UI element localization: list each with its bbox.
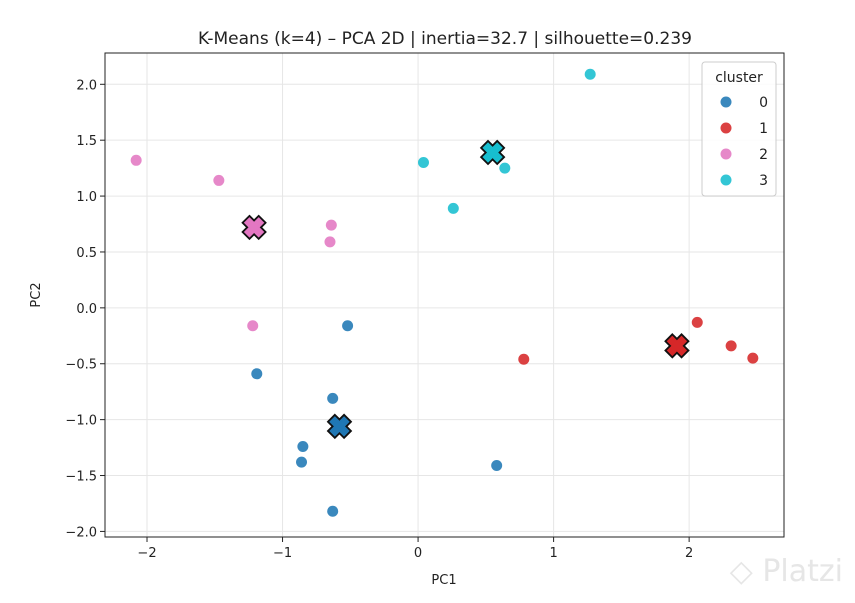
- data-point-cluster-1: [691, 316, 703, 328]
- y-axis-label: PC2: [29, 282, 44, 307]
- chart-title: K-Means (k=4) – PCA 2D | inertia=32.7 | …: [198, 29, 692, 49]
- centroid-marker-cluster-0: [326, 413, 353, 440]
- data-point-cluster-2: [325, 219, 337, 231]
- data-point-cluster-2: [324, 236, 336, 248]
- legend-label-0: 0: [759, 95, 768, 111]
- data-point-cluster-3: [417, 157, 429, 169]
- data-point-cluster-1: [725, 340, 737, 352]
- data-point-cluster-0: [327, 392, 339, 404]
- data-point-cluster-2: [213, 174, 225, 186]
- y-tick-label: −1.0: [65, 414, 97, 429]
- data-point-cluster-3: [447, 202, 459, 214]
- legend-marker-3: [720, 174, 732, 186]
- plot-frame: [104, 52, 785, 538]
- legend-label-3: 3: [759, 173, 768, 189]
- centroid-marker-cluster-1: [664, 333, 690, 359]
- centroid-marker-cluster-2: [241, 214, 267, 241]
- data-point-cluster-1: [747, 352, 759, 364]
- legend-marker-2: [720, 148, 732, 160]
- data-point-cluster-3: [499, 162, 511, 174]
- legend-label-2: 2: [759, 147, 768, 163]
- x-tick-label: 2: [685, 546, 693, 561]
- x-tick-label: 0: [414, 546, 422, 561]
- legend-box: [701, 61, 777, 197]
- data-point-cluster-0: [251, 368, 263, 380]
- platzi-watermark-logo: ◇ Platzi: [729, 554, 843, 589]
- legend-marker-1: [720, 122, 732, 134]
- centroid-marker-cluster-3: [479, 139, 506, 166]
- y-tick-label: 2.0: [76, 78, 97, 93]
- y-tick-label: 0.0: [76, 302, 97, 317]
- legend: cluster 0 1 2 3: [701, 61, 777, 197]
- legend-label-1: 1: [759, 121, 768, 137]
- y-tick-label: −0.5: [65, 358, 97, 373]
- data-point-cluster-0: [327, 505, 339, 517]
- data-point-cluster-0: [342, 320, 354, 332]
- x-tick-label: −1: [273, 546, 292, 561]
- x-tick-label: 1: [549, 546, 557, 561]
- data-point-cluster-2: [247, 320, 259, 332]
- data-point-cluster-2: [130, 154, 142, 166]
- legend-marker-0: [720, 96, 732, 108]
- data-point-cluster-0: [297, 440, 309, 452]
- y-tick-label: 1.5: [76, 134, 97, 149]
- x-tick-label: −2: [137, 546, 156, 561]
- x-axis-label: PC1: [431, 573, 456, 588]
- data-point-cluster-0: [491, 459, 503, 471]
- data-point-cluster-3: [584, 68, 596, 80]
- y-tick-label: −1.5: [65, 470, 97, 485]
- legend-title: cluster: [715, 70, 763, 86]
- y-tick-label: 0.5: [76, 246, 97, 261]
- y-tick-label: 1.0: [76, 190, 97, 205]
- y-tick-label: −2.0: [65, 525, 97, 540]
- data-point-cluster-0: [296, 456, 308, 468]
- data-point-cluster-1: [518, 353, 530, 365]
